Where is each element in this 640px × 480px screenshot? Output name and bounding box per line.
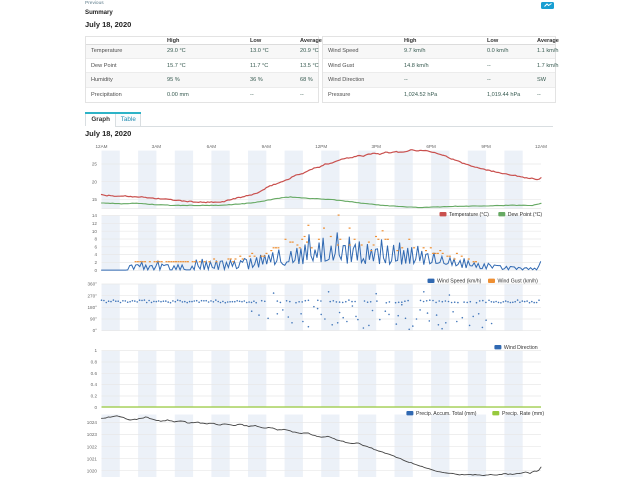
svg-text:15: 15 xyxy=(92,197,98,202)
svg-text:Precip. Rate (mm): Precip. Rate (mm) xyxy=(502,411,544,417)
svg-text:14: 14 xyxy=(92,213,98,218)
svg-text:0: 0 xyxy=(94,268,97,273)
svg-text:90°: 90° xyxy=(90,317,97,322)
svg-text:12AM: 12AM xyxy=(95,144,107,149)
svg-text:0.8: 0.8 xyxy=(91,360,98,365)
svg-text:Temperature (°C): Temperature (°C) xyxy=(449,212,489,218)
svg-text:Precip. Accum. Total (mm): Precip. Accum. Total (mm) xyxy=(416,411,477,417)
svg-text:0°: 0° xyxy=(93,328,98,333)
svg-text:180°: 180° xyxy=(87,305,97,310)
svg-text:Wind Gust (km/h): Wind Gust (km/h) xyxy=(498,279,539,285)
svg-text:9AM: 9AM xyxy=(262,144,272,149)
svg-text:1021: 1021 xyxy=(87,456,98,461)
svg-text:360°: 360° xyxy=(87,282,97,287)
svg-text:12AM: 12AM xyxy=(535,144,547,149)
svg-text:6PM: 6PM xyxy=(426,144,436,149)
svg-text:20: 20 xyxy=(92,179,98,184)
svg-text:12: 12 xyxy=(92,221,98,226)
svg-text:Wind Direction: Wind Direction xyxy=(504,345,538,351)
svg-text:1022: 1022 xyxy=(87,444,98,449)
svg-text:3PM: 3PM xyxy=(371,144,381,149)
svg-text:2: 2 xyxy=(94,260,97,265)
svg-text:0: 0 xyxy=(94,405,97,410)
svg-text:Wind Speed (km/h): Wind Speed (km/h) xyxy=(437,279,482,285)
svg-text:1020: 1020 xyxy=(87,468,98,473)
svg-text:6: 6 xyxy=(94,244,97,249)
svg-text:4: 4 xyxy=(94,252,97,257)
svg-text:1023: 1023 xyxy=(87,432,98,437)
svg-text:1024: 1024 xyxy=(87,420,98,425)
svg-text:6AM: 6AM xyxy=(207,144,217,149)
svg-text:1: 1 xyxy=(94,348,97,353)
svg-text:10: 10 xyxy=(92,229,98,234)
svg-text:25: 25 xyxy=(92,162,98,167)
svg-text:0.2: 0.2 xyxy=(91,394,98,399)
svg-text:12PM: 12PM xyxy=(315,144,327,149)
svg-text:9PM: 9PM xyxy=(481,144,491,149)
svg-text:270°: 270° xyxy=(87,293,97,298)
svg-text:3AM: 3AM xyxy=(152,144,162,149)
svg-text:8: 8 xyxy=(94,237,97,242)
svg-text:0.4: 0.4 xyxy=(91,382,98,387)
svg-text:0.6: 0.6 xyxy=(91,371,98,376)
svg-text:Dew Point (°C): Dew Point (°C) xyxy=(508,212,543,218)
